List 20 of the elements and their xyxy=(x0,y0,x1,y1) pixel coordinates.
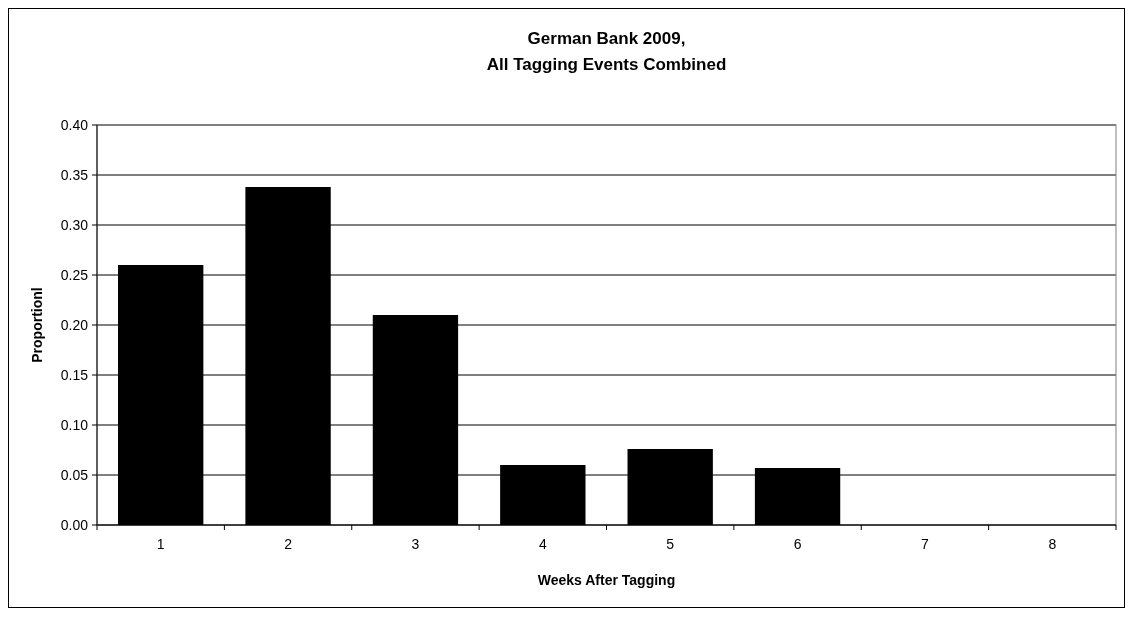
x-tick-label: 8 xyxy=(1048,536,1057,552)
x-tick-label: 2 xyxy=(284,536,293,552)
y-tick-label: 0.00 xyxy=(60,516,89,533)
y-tick-label: 0.20 xyxy=(60,316,89,333)
chart-title: German Bank 2009, All Tagging Events Combined xyxy=(486,29,727,74)
x-tick-label: 7 xyxy=(921,536,930,552)
y-tick-label: 0.40 xyxy=(60,116,89,133)
y-axis-title: Proportionl xyxy=(29,287,45,363)
y-tick-label: 0.30 xyxy=(60,216,89,233)
y-tick-label: 0.15 xyxy=(60,366,89,383)
y-tick-label: 0.25 xyxy=(60,266,89,283)
y-tick-label: 0.35 xyxy=(60,166,89,183)
y-tick-label: 0.10 xyxy=(60,416,89,433)
x-tick-label: 4 xyxy=(538,536,547,552)
x-tick-label: 1 xyxy=(156,536,165,552)
x-axis-title: Weeks After Tagging xyxy=(537,572,676,588)
x-tick-label: 6 xyxy=(793,536,802,552)
y-tick-label: 0.05 xyxy=(60,466,89,483)
x-tick-label: 5 xyxy=(666,536,675,552)
x-tick-label: 3 xyxy=(411,536,420,552)
